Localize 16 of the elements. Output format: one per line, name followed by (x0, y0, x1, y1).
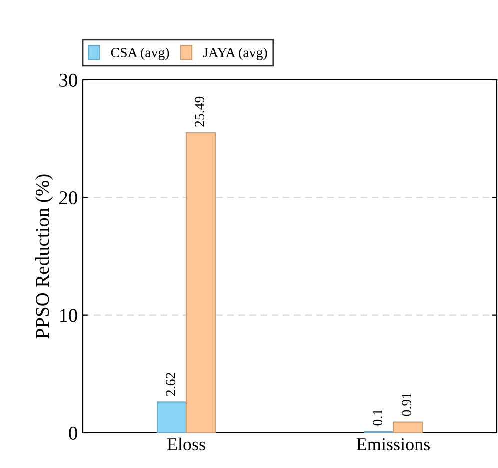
y-tick-label: 0 (69, 426, 78, 440)
y-tick-label: 30 (60, 74, 78, 87)
y-axis-title: PPSO Reduction (%) (36, 174, 54, 339)
data-label: 25.49 (195, 96, 205, 127)
bar (156, 402, 188, 433)
x-tick-label: Eloss (167, 438, 206, 451)
y-tick-label: 10 (60, 309, 78, 322)
x-tick-label: Emissions (356, 438, 430, 451)
data-label: 2.62 (166, 373, 176, 396)
bar (392, 422, 424, 433)
bar (186, 132, 216, 433)
y-tick-label: 20 (60, 191, 78, 205)
legend-label: CSA (avg) (111, 48, 170, 60)
data-label: 0.1 (373, 410, 383, 426)
data-label: 0.91 (402, 393, 412, 416)
legend-label: JAYA (avg) (203, 48, 268, 60)
